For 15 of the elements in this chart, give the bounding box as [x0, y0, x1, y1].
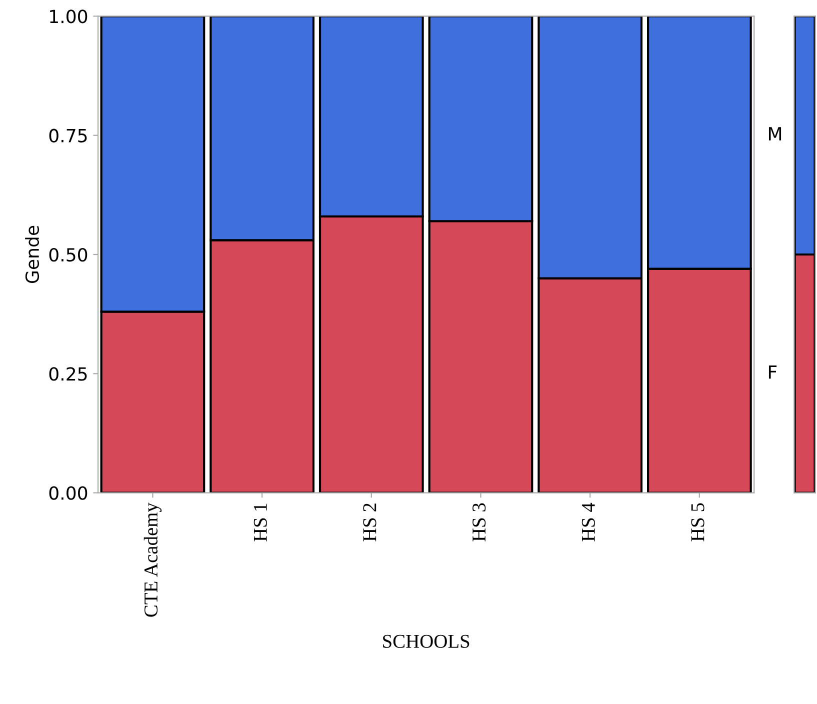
x-tick-label: HS 1: [254, 504, 267, 542]
series-label: F: [768, 365, 777, 379]
y-tick-label: 0.00: [49, 486, 88, 500]
x-tick-label: HS 3: [472, 503, 486, 542]
y-axis-title: Gende: [25, 226, 40, 284]
x-axis-title: SCHOOLS: [383, 634, 470, 648]
x-tick-label: HS 2: [363, 504, 376, 542]
series-label: M: [768, 127, 782, 140]
y-tick-label: 0.50: [49, 248, 88, 262]
y-tick-label: 1.00: [50, 10, 88, 24]
x-tick-label: CTE Academy: [144, 502, 162, 617]
y-tick-label: 0.25: [49, 367, 87, 381]
y-tick-label: 0.75: [49, 128, 87, 142]
x-tick-label: HS 5: [691, 503, 704, 542]
x-tick-label: HS 4: [582, 502, 595, 542]
